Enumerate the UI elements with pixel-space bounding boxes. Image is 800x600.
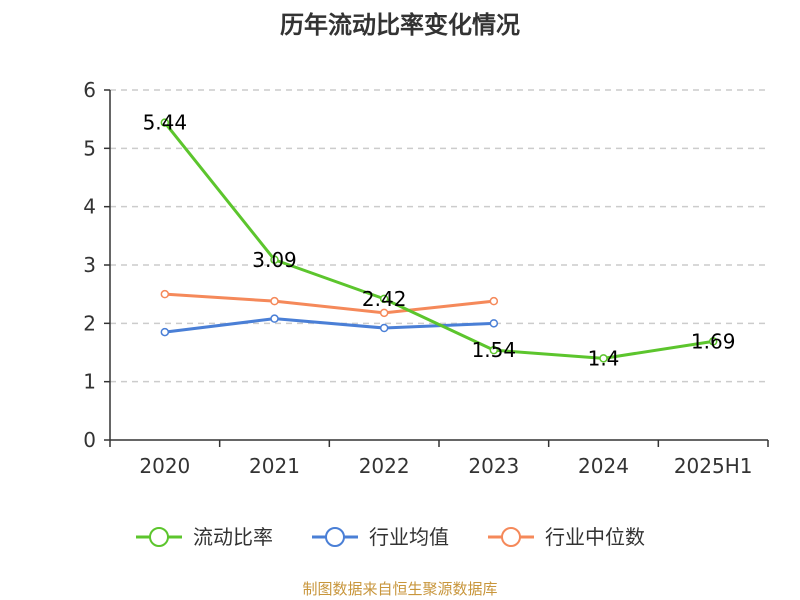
data-label: 2.42 [362,287,407,311]
data-label: 1.69 [691,329,736,353]
legend-swatch-marker [149,527,169,547]
x-tick-label: 2024 [578,454,629,478]
series-point-2 [379,308,389,318]
series-point-2 [489,296,499,306]
grid-lines [110,89,768,383]
series-point-2 [160,289,170,299]
y-tick-label: 2 [83,311,96,335]
x-tick-label: 2021 [249,454,300,478]
legend-item-0: 流动比率 [136,525,273,549]
series-line-1 [164,317,494,334]
series-point-1 [160,327,170,337]
series-point-0 [708,337,718,346]
y-tick-label: 3 [83,253,96,277]
legend-label: 行业中位数 [545,525,645,549]
series-point-1 [379,323,389,333]
data-label: 3.09 [252,248,297,272]
y-tick-label: 0 [83,428,96,452]
legend-swatch-marker [501,527,521,547]
data-label: 1.4 [588,346,620,370]
chart-title: 历年流动比率变化情况 [280,11,520,39]
legend-item-1: 行业均值 [312,525,449,549]
axes: 0 1 2 3 4 5 6 2020 2021 2022 2023 2024 2025H1 [83,78,769,478]
data-label: 5.44 [143,111,188,135]
source-note: 制图数据来自恒生聚源数据库 [302,580,497,598]
x-tick-label: 2022 [359,454,410,478]
series-point-1 [270,314,279,323]
series-point-0 [489,345,499,355]
series-line-0 [163,121,714,360]
x-tick-label: 2025H1 [674,454,753,478]
legend-label: 流动比率 [193,525,273,549]
data-label: 1.54 [472,338,517,362]
series-point-0 [379,294,389,304]
y-tick-label: 1 [83,370,96,394]
series-point-0 [599,354,608,363]
data-labels: 5.44 3.09 2.42 1.54 1.4 1.69 [143,111,736,371]
legend-swatch-marker [325,527,345,547]
legend-label: 行业均值 [369,525,449,549]
legend-item-2: 行业中位数 [488,525,645,549]
series-point-2 [270,296,279,306]
x-tick-label: 2020 [139,454,190,478]
x-tick-label: 2023 [468,454,519,478]
series-point-1 [489,319,499,328]
legend: 流动比率 行业均值 行业中位数 [136,525,645,549]
y-tick-label: 6 [83,78,96,102]
series-line-2 [164,292,494,315]
series-point-0 [160,118,170,127]
y-tick-label: 5 [83,136,96,160]
series-layer [160,118,718,363]
series-point-0 [270,255,279,264]
y-tick-label: 4 [83,195,96,219]
